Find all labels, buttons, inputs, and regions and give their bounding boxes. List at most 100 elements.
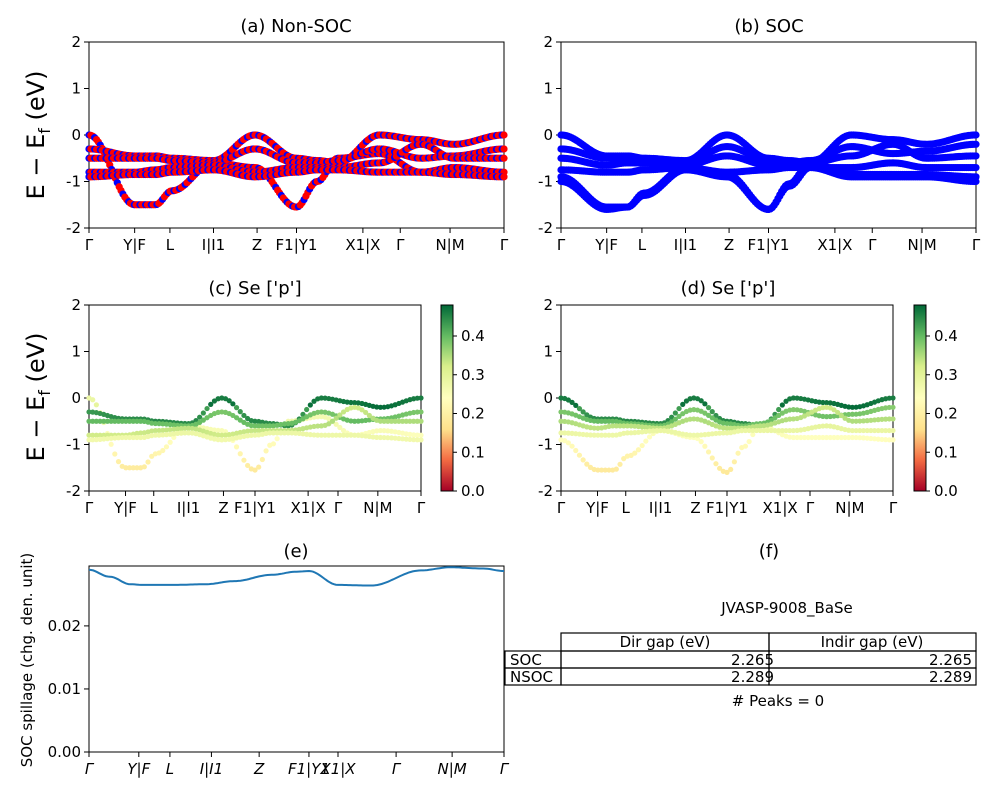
projected-band-point [329,418,336,424]
projected-band-point [377,427,384,434]
ytick-label: 2 [71,33,81,51]
xtick-label: I|I1 [200,760,223,778]
projected-band-point [886,416,892,422]
projected-band-point [86,409,92,415]
xtick-label: Γ [85,760,95,778]
projected-band-point [857,418,863,424]
projected-band-point [742,443,749,449]
projected-band-point [783,427,789,434]
projected-band-point [407,436,413,443]
row-soc-dir: 2.265 [731,651,774,669]
ytick-label: -1 [538,436,553,454]
projected-band-point [842,434,848,441]
projected-band-point [883,427,889,434]
projected-band-point [857,427,863,434]
projected-band-point [392,418,398,424]
projected-band-point [418,395,424,401]
projected-band-point [602,467,608,473]
projected-band-point [713,461,719,467]
projected-band-point [890,416,896,422]
projected-band-point [772,415,778,421]
projected-band-point [237,451,243,457]
band-point [972,152,980,160]
projected-band-point [573,402,579,408]
projected-band-point [252,427,258,434]
projected-band-point [130,418,136,424]
projected-band-point [624,423,631,429]
ytick-label: -2 [538,219,553,237]
projected-band-point [186,425,192,431]
colorbar-tick-label: 0.4 [461,327,485,345]
projected-band-point [226,398,232,404]
projected-band-point [219,437,225,443]
projected-band-point [182,430,188,436]
projected-band-point [864,427,870,434]
xtick-label: Z [252,236,262,254]
projected-band-point [558,430,564,436]
projected-band-point [621,423,627,429]
projected-band-point [215,437,221,443]
projected-band-point [820,399,826,406]
band-point [500,154,508,162]
panel-b-title: (b) SOC [734,16,803,37]
xtick-label: X1|X [817,236,852,254]
projected-band-point [628,430,634,436]
projected-band-point [584,461,590,467]
panel-a-plot: -2 -1 0 1 2 Γ Y|F L I|I1 Z F1|Y1 X1|X Γ N|M Γ [66,33,509,254]
colorbar-tick-label: 0.2 [461,405,485,423]
projected-band-point [610,432,616,438]
projected-band-point [348,399,354,406]
projected-band-point [381,418,387,424]
xtick-label: Γ [396,236,405,254]
projected-band-point [757,427,763,434]
projected-band-point [654,428,660,434]
projected-band-point [698,439,704,445]
projected-band-point [167,439,173,445]
projected-band-point [200,410,206,416]
projected-band-point [669,419,675,425]
projected-band-point [90,437,96,443]
xtick-label: Γ [392,760,402,778]
projected-band-point [403,418,409,424]
projected-band-point [827,434,833,441]
projected-band-point [112,435,118,441]
projected-band-point [326,432,332,438]
projected-band-point [248,428,254,434]
xtick-label: F1|Y1 [748,236,790,254]
ytick-label: 0.00 [48,743,81,761]
projected-band-point [672,410,678,416]
projected-band-point [753,427,760,434]
colorbar-tick-label: 0.0 [934,482,958,500]
projected-band-point [97,418,103,424]
projected-band-point [798,434,804,441]
projected-band-point [267,423,273,429]
projected-band-point [259,456,265,463]
projected-band-point [145,459,151,465]
projected-band-point [816,434,822,441]
xtick-label: Γ [334,499,343,517]
projected-band-point [890,395,896,401]
projected-band-point [108,441,114,447]
projected-band-point [680,401,686,407]
projected-band-point [270,441,277,447]
projected-band-point [591,418,597,424]
projected-band-point [598,467,605,473]
xtick-label: Y|F [127,760,150,778]
projected-band-point [385,418,391,424]
projected-band-point [90,397,96,403]
ytick-label: 1 [543,343,553,361]
projected-band-point [779,427,785,434]
xtick-label: N|M [438,760,467,778]
projected-band-point [156,427,162,434]
peaks-label: # Peaks = 0 [732,692,824,710]
projected-band-point [606,432,612,438]
projected-band-point [709,455,715,461]
projected-band-point [414,409,420,415]
projected-band-point [300,411,306,417]
projected-band-point [115,435,122,441]
xtick-label: N|M [435,236,464,254]
projected-band-point [886,395,892,401]
projected-band-point [646,434,653,440]
projected-band-point [101,432,107,438]
